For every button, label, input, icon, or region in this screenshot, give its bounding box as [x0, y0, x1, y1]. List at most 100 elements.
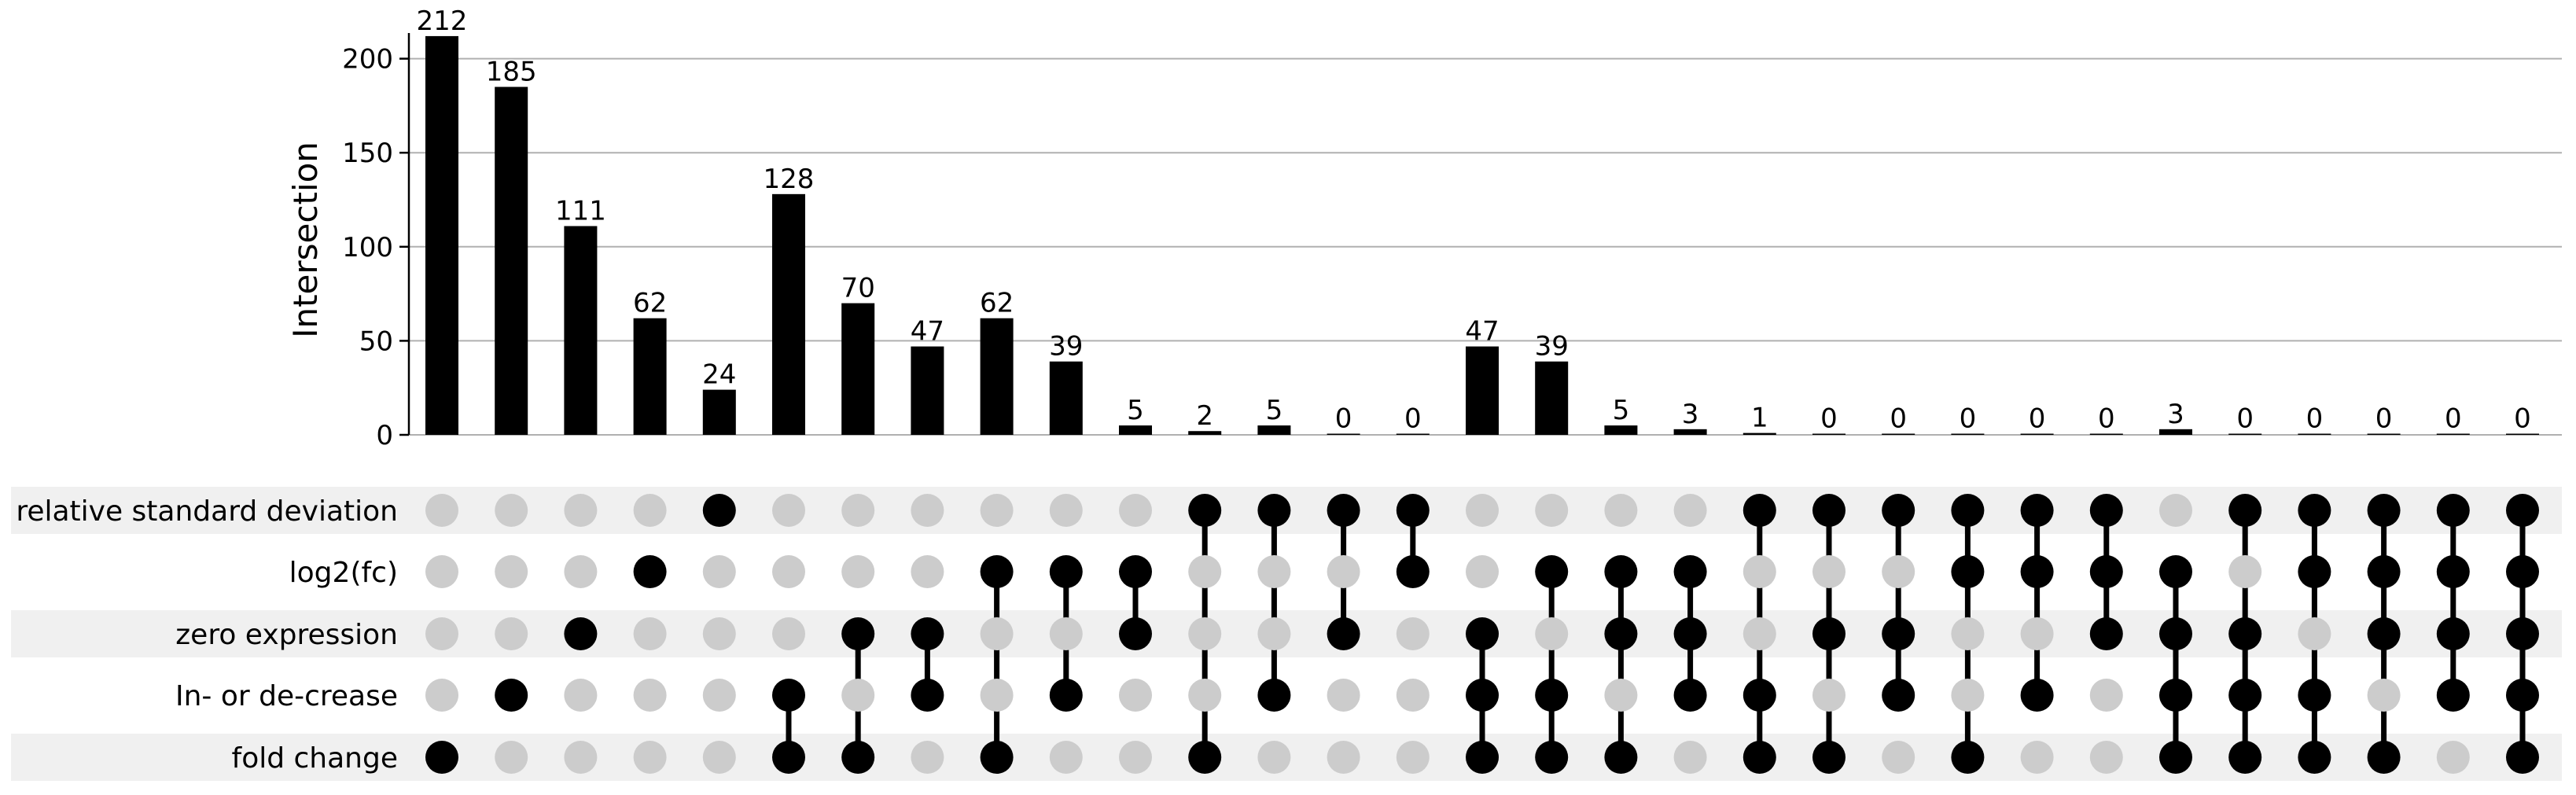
- bar-label-7: 47: [911, 316, 944, 348]
- bar-15: [1466, 346, 1499, 435]
- matrix-dot-18-2: [1673, 617, 1707, 650]
- matrix-dot-13-2: [1327, 617, 1360, 650]
- bar-26: [2228, 433, 2262, 435]
- matrix-dot-16-3: [1535, 679, 1569, 712]
- matrix-dot-21-0: [1882, 494, 1915, 527]
- matrix-dot-12-1: [1257, 555, 1291, 588]
- matrix-dot-18-1: [1673, 555, 1707, 588]
- matrix-dot-9-1: [1049, 555, 1083, 588]
- matrix-dot-26-0: [2228, 494, 2262, 527]
- matrix-dot-20-0: [1812, 494, 1846, 527]
- matrix-dot-14-1: [1396, 555, 1430, 588]
- bar-label-2: 111: [555, 196, 606, 227]
- y-tick-label-100: 100: [342, 232, 393, 263]
- matrix-dot-7-0: [911, 494, 944, 527]
- matrix-dot-30-4: [2506, 741, 2539, 774]
- matrix-dot-20-2: [1812, 617, 1846, 650]
- matrix-dot-6-4: [841, 741, 875, 774]
- matrix-dot-29-4: [2436, 741, 2470, 774]
- matrix-dot-15-0: [1466, 494, 1499, 527]
- matrix-dot-19-3: [1742, 679, 1776, 712]
- matrix-dot-21-2: [1882, 617, 1915, 650]
- matrix-dot-15-4: [1466, 741, 1499, 774]
- matrix-dot-10-2: [1119, 617, 1152, 650]
- bar-label-18: 3: [1682, 399, 1699, 430]
- matrix-dot-9-4: [1049, 741, 1083, 774]
- bar-2: [564, 226, 598, 435]
- bar-0: [425, 35, 458, 436]
- matrix-dot-30-0: [2506, 494, 2539, 527]
- matrix-dot-9-3: [1049, 679, 1083, 712]
- matrix-dot-5-3: [772, 679, 805, 712]
- matrix-dot-17-4: [1604, 741, 1638, 774]
- matrix-dot-27-3: [2298, 679, 2331, 712]
- bar-12: [1257, 425, 1291, 435]
- matrix-dot-14-4: [1396, 741, 1430, 774]
- intersection-bar-labels: 212 185 111 62 24 128 70 47 62 39 5 2 5 0 0 47 39 5 3 1 0 0 0 0…: [417, 6, 2531, 435]
- bar-3: [633, 318, 667, 435]
- matrix-dot-15-3: [1466, 679, 1499, 712]
- matrix-dot-12-2: [1257, 617, 1291, 650]
- matrix-dot-12-4: [1257, 741, 1291, 774]
- matrix-dot-23-4: [2020, 741, 2054, 774]
- matrix-dot-1-3: [495, 679, 528, 712]
- matrix-dot-11-3: [1188, 679, 1222, 712]
- bar-label-27: 0: [2306, 403, 2324, 435]
- matrix-dot-26-1: [2228, 555, 2262, 588]
- bar-29: [2436, 433, 2470, 435]
- bar-label-30: 0: [2514, 403, 2531, 435]
- matrix-dot-17-2: [1604, 617, 1638, 650]
- matrix-dot-20-3: [1812, 679, 1846, 712]
- matrix-dot-26-3: [2228, 679, 2262, 712]
- matrix-dot-1-1: [495, 555, 528, 588]
- matrix-dot-23-2: [2020, 617, 2054, 650]
- matrix-dot-7-2: [911, 617, 944, 650]
- matrix-dot-13-3: [1327, 679, 1360, 712]
- bar-8: [980, 318, 1014, 435]
- matrix-dot-28-2: [2367, 617, 2401, 650]
- bar-label-21: 0: [1890, 403, 1907, 435]
- matrix-dot-19-1: [1742, 555, 1776, 588]
- matrix-dot-29-0: [2436, 494, 2470, 527]
- matrix-dot-2-0: [564, 494, 598, 527]
- matrix-dot-27-0: [2298, 494, 2331, 527]
- matrix-dot-20-1: [1812, 555, 1846, 588]
- matrix-dot-24-4: [2089, 741, 2123, 774]
- bar-label-26: 0: [2236, 403, 2254, 435]
- matrix-dot-5-2: [772, 617, 805, 650]
- matrix-dot-27-4: [2298, 741, 2331, 774]
- matrix-dot-25-0: [2159, 494, 2192, 527]
- matrix-dot-0-1: [425, 555, 458, 588]
- bar-label-15: 47: [1465, 316, 1499, 348]
- bar-21: [1882, 433, 1915, 435]
- matrix-dot-20-4: [1812, 741, 1846, 774]
- matrix-dot-2-3: [564, 679, 598, 712]
- matrix-dot-13-4: [1327, 741, 1360, 774]
- matrix-dot-30-1: [2506, 555, 2539, 588]
- bar-label-14: 0: [1404, 403, 1422, 435]
- matrix-dot-3-4: [633, 741, 667, 774]
- matrix-dot-15-1: [1466, 555, 1499, 588]
- bar-label-16: 39: [1535, 331, 1569, 363]
- matrix-dot-6-0: [841, 494, 875, 527]
- matrix-dot-24-0: [2089, 494, 2123, 527]
- bar-label-1: 185: [486, 57, 537, 88]
- matrix-dot-25-4: [2159, 741, 2192, 774]
- matrix-dot-26-2: [2228, 617, 2262, 650]
- y-axis-title: Intersection: [286, 142, 325, 338]
- matrix-dot-8-2: [980, 617, 1014, 650]
- matrix-dot-28-3: [2367, 679, 2401, 712]
- set-label-1: log2(fc): [289, 557, 398, 589]
- matrix-dot-27-2: [2298, 617, 2331, 650]
- bar-label-12: 5: [1266, 395, 1283, 426]
- matrix-dot-16-4: [1535, 741, 1569, 774]
- matrix-dot-21-4: [1882, 741, 1915, 774]
- y-tick-label-0: 0: [376, 420, 393, 451]
- matrix-dot-1-0: [495, 494, 528, 527]
- matrix-dot-18-0: [1673, 494, 1707, 527]
- matrix-dot-21-3: [1882, 679, 1915, 712]
- matrix-dot-17-0: [1604, 494, 1638, 527]
- matrix-dot-3-0: [633, 494, 667, 527]
- matrix-dot-16-0: [1535, 494, 1569, 527]
- matrix-dot-23-3: [2020, 679, 2054, 712]
